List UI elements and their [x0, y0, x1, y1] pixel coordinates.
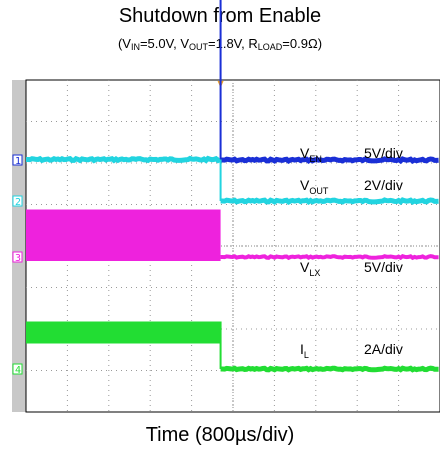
trace-line-il-low	[220, 365, 439, 373]
scope-traces	[26, 0, 439, 373]
channel-marker-2: 2	[15, 197, 21, 208]
trace-label-subscript: OUT	[309, 186, 329, 196]
trace-label-base: I	[300, 341, 304, 357]
trace-scale-l: 2A/div	[364, 341, 403, 357]
trace-scale-en: 5V/div	[364, 145, 403, 161]
channel-marker-3: 3	[15, 253, 21, 264]
rload-label: R	[248, 36, 258, 51]
trace-label-l: IL	[300, 341, 309, 360]
trace-label-en: VEN	[300, 145, 322, 164]
trace-line-lx-low	[220, 253, 439, 261]
channel-markers: 1 2 3 4	[12, 154, 23, 376]
channel-marker-4: 4	[15, 365, 21, 376]
trace-band-il	[26, 321, 221, 344]
vin-value: =5.0V,	[139, 36, 181, 51]
vin-subscript: IN	[130, 42, 140, 52]
trace-scale-out: 2V/div	[364, 177, 403, 193]
trace-line-out-low	[220, 197, 439, 206]
rload-subscript: LOAD	[257, 42, 283, 52]
channel-marker-box	[12, 154, 23, 166]
vout-subscript: OUT	[189, 42, 209, 52]
chart-subtitle: (VIN=5.0V, VOUT=1.8V, RLOAD=0.9Ω)	[117, 36, 323, 52]
trace-line-en-low	[220, 156, 439, 165]
rload-value: =0.9Ω	[282, 36, 318, 51]
trace-label-subscript: EN	[309, 154, 322, 164]
trace-label-subscript: LX	[309, 268, 320, 278]
trace-label-base: V	[300, 145, 310, 161]
channel-strip	[12, 80, 26, 412]
trace-label-base: V	[300, 177, 310, 193]
trace-scale-lx: 5V/div	[364, 259, 403, 275]
channel-marker-box	[12, 251, 23, 263]
trace-en	[219, 0, 439, 165]
vout-value: =1.8V,	[208, 36, 249, 51]
vout-label: V	[180, 36, 190, 51]
channel-marker-box	[12, 195, 23, 207]
trace-label-base: V	[300, 259, 310, 275]
trace-label-lx: VLX	[300, 259, 320, 278]
trace-out	[26, 155, 439, 206]
trace-line-out-high	[26, 155, 222, 164]
trace-lx	[26, 209, 439, 261]
x-axis-label: Time (800µs/div)	[145, 424, 295, 446]
trace-band-lx	[26, 209, 221, 261]
channel-marker-box	[12, 363, 23, 375]
trace-label-out: VOUT	[300, 177, 329, 196]
vin-label: V	[122, 36, 131, 51]
channel-marker-1: 1	[15, 156, 21, 167]
trace-label-subscript: L	[304, 350, 309, 360]
trace-l	[26, 321, 439, 373]
